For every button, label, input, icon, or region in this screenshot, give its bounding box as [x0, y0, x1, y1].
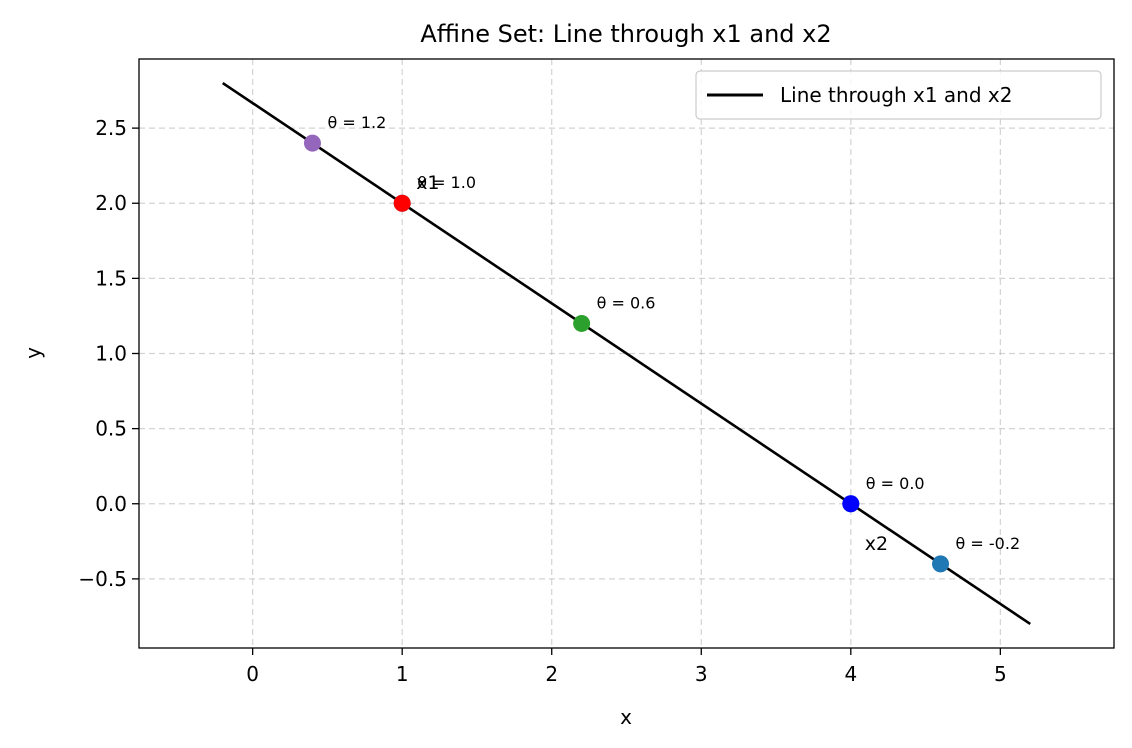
y-tick-label: −0.5: [78, 567, 127, 591]
legend: Line through x1 and x2: [695, 70, 1102, 120]
x-axis-label: x: [620, 705, 632, 729]
data-point: [393, 194, 411, 212]
data-point: [842, 495, 860, 513]
named-point-label: x1: [416, 172, 439, 194]
theta-annotation: θ = -0.2: [956, 534, 1021, 553]
y-tick-label: 0.0: [95, 492, 127, 516]
data-point: [932, 555, 950, 573]
y-tick-label: 1.0: [95, 342, 127, 366]
x-tick-label: 1: [396, 662, 409, 686]
legend-label: Line through x1 and x2: [780, 83, 1012, 107]
affine-line: [222, 81, 1031, 626]
data-point: [303, 134, 321, 152]
data-point: [573, 314, 591, 332]
axis-ticks: 0 1 2 3 4 5 −0.5 0.0 0.5 1.0 1.5 2.0 2.5: [78, 116, 1006, 686]
theta-annotation: θ = 1.0: [417, 173, 476, 192]
theta-annotation: θ = 0.6: [597, 293, 656, 312]
x-tick-label: 5: [994, 662, 1007, 686]
legend-box: [695, 70, 1102, 120]
chart-title: Affine Set: Line through x1 and x2: [420, 20, 831, 48]
grid: [139, 59, 1114, 648]
y-tick-label: 2.0: [95, 191, 127, 215]
y-tick-label: 2.5: [95, 116, 127, 140]
x-tick-label: 0: [246, 662, 259, 686]
x-tick-label: 2: [545, 662, 558, 686]
plot-area: θ = 1.2 θ = 1.0 θ = 0.6 θ = 0.0 θ = -0.2 x1 x2: [222, 81, 1031, 626]
x-tick-label: 3: [695, 662, 708, 686]
theta-annotation: θ = 1.2: [327, 113, 386, 132]
named-point-label: x2: [865, 533, 888, 555]
theta-annotation: θ = 0.0: [866, 474, 925, 493]
x-tick-label: 4: [844, 662, 857, 686]
y-tick-label: 1.5: [95, 266, 127, 290]
y-axis-label: y: [21, 347, 45, 359]
y-tick-label: 0.5: [95, 417, 127, 441]
